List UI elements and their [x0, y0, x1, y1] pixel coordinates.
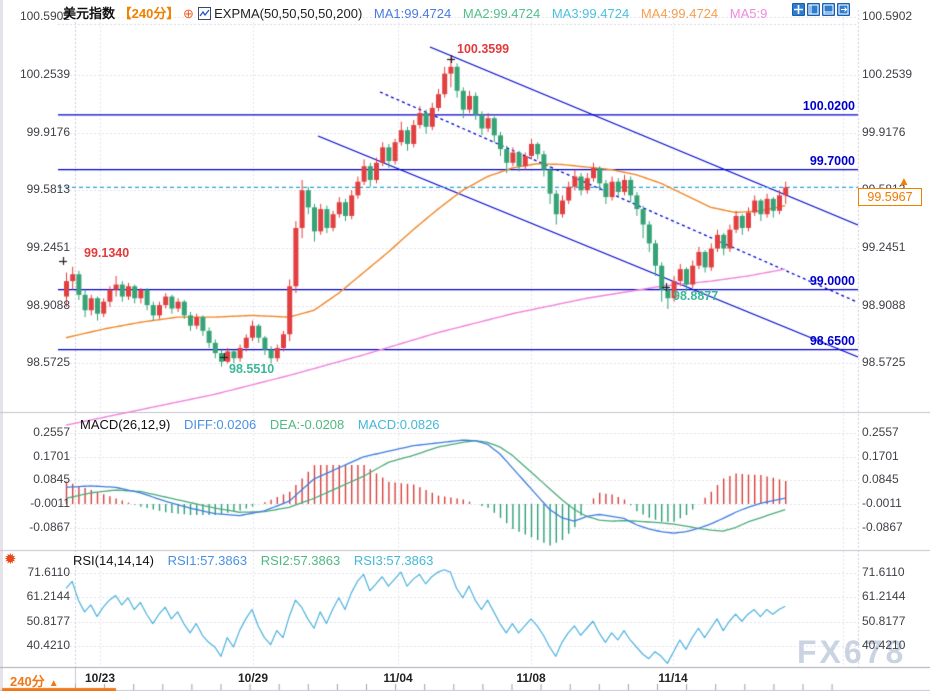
y-axis-tick-label-right: 50.8177: [862, 614, 906, 628]
swing-point-label: 98.5510: [229, 362, 275, 376]
y-axis-tick-label-right: 61.2144: [862, 589, 906, 603]
y-axis-tick-label-left: 71.6110: [27, 565, 71, 579]
macd-diff-value: DIFF:0.0206: [183, 417, 257, 432]
ma2-value: MA2:99.4724: [462, 6, 541, 21]
y-axis-tick-label-left: 0.1701: [33, 449, 70, 463]
ma3-value: MA3:99.4724: [551, 6, 630, 21]
y-axis-tick-label-right: 100.5902: [862, 9, 913, 23]
y-axis-tick-label-left: 99.9176: [26, 125, 70, 139]
pan-right-icon[interactable]: [837, 3, 850, 16]
crosshair-icon[interactable]: [792, 3, 805, 16]
current-price-tag: 99.5967: [858, 188, 922, 206]
swing-point-label: 98.8877: [673, 289, 719, 303]
y-axis-tick-label-left: -0.0011: [30, 496, 70, 510]
x-axis-date-label: 11/08: [516, 671, 546, 685]
macd-header: MACD(26,12,9) DIFF:0.0206 DEA:-0.0208 MA…: [80, 417, 440, 432]
price-level-label: 98.6500: [809, 333, 855, 348]
time-scale-icon[interactable]: [822, 3, 835, 16]
symbol-name: 美元指数: [63, 6, 116, 21]
macd-value: MACD:0.0826: [357, 417, 440, 432]
y-axis-tick-label-right: 99.2451: [862, 240, 906, 254]
y-axis-tick-label-left: 98.5725: [26, 355, 70, 369]
ma1-value: MA1:99.4724: [373, 6, 452, 21]
chart-toolbar: [792, 3, 850, 16]
rsi2-value: RSI2:57.3863: [260, 553, 341, 568]
main-header: 美元指数 【240分】 ⊕ EXPMA(50,50,50,50,200) MA1…: [63, 3, 767, 23]
ma4-value: MA4:99.4724: [640, 6, 719, 21]
sun-indicator-icon[interactable]: ✹: [4, 551, 17, 568]
y-axis-tick-label-right: 0.0845: [862, 472, 899, 486]
rsi3-value: RSI3:57.3863: [353, 553, 434, 568]
x-axis-date-label: 10/23: [84, 671, 116, 685]
timeframe-up-arrow-icon: ▲: [48, 678, 59, 689]
y-axis-tick-label-left: 100.5902: [19, 9, 70, 23]
price-up-arrow-icon: ▲: [898, 174, 910, 188]
price-level-label: 99.7000: [809, 153, 855, 168]
ma5-value: MA5:9: [729, 6, 768, 21]
y-axis-tick-label-left: 50.8177: [26, 614, 70, 628]
timeframe-bottom-label: 240分: [10, 674, 45, 689]
y-axis-tick-label-right: -0.0011: [862, 496, 902, 510]
price-level-label: 100.0200: [802, 98, 855, 113]
y-axis-tick-label-left: 0.2557: [33, 425, 70, 439]
rsi-params-label[interactable]: RSI(14,14,14): [73, 553, 154, 568]
x-axis-date-label: 11/04: [383, 671, 413, 685]
swing-point-label: 100.3599: [457, 42, 510, 56]
timeframe-label[interactable]: 【240分】: [118, 6, 180, 21]
mini-chart-icon: [197, 7, 215, 23]
link-icon[interactable]: ⊕: [182, 6, 194, 21]
macd-dea-value: DEA:-0.0208: [269, 417, 345, 432]
indicator-label[interactable]: EXPMA(50,50,50,50,200): [214, 6, 363, 21]
timeframe-selector[interactable]: 240分 ▲: [10, 671, 59, 690]
price-level-label: 99.0000: [809, 273, 855, 288]
y-axis-tick-label-right: 99.9176: [862, 125, 906, 139]
rsi-header: RSI(14,14,14) RSI1:57.3863 RSI2:57.3863 …: [73, 553, 433, 568]
y-axis-tick-label-right: 40.4210: [862, 638, 906, 652]
swing-point-label: 99.1340: [84, 246, 130, 260]
y-axis-tick-label-left: -0.0867: [29, 520, 70, 534]
y-axis-tick-label-right: 98.9088: [862, 298, 906, 312]
y-axis-tick-label-left: 61.2144: [26, 589, 70, 603]
y-axis-tick-label-right: 71.6110: [862, 565, 905, 579]
y-axis-tick-label-left: 99.5813: [26, 182, 70, 196]
y-axis-tick-label-left: 0.0845: [33, 472, 70, 486]
y-axis-tick-label-left: 98.9088: [26, 298, 70, 312]
y-axis-tick-label-right: 100.2539: [862, 67, 913, 81]
price-scale-icon[interactable]: [807, 3, 820, 16]
macd-params-label[interactable]: MACD(26,12,9): [80, 417, 171, 432]
x-axis-date-label: 11/14: [658, 671, 688, 685]
y-axis-tick-label-right: 0.1701: [862, 449, 899, 463]
y-axis-tick-label-left: 40.4210: [26, 638, 70, 652]
y-axis-tick-label-right: 98.5725: [862, 355, 906, 369]
y-axis-tick-label-left: 99.2451: [26, 240, 70, 254]
rsi1-value: RSI1:57.3863: [167, 553, 248, 568]
y-axis-tick-label-right: 0.2557: [862, 425, 899, 439]
y-axis-tick-label-left: 100.2539: [19, 67, 70, 81]
x-axis-date-label: 10/29: [237, 671, 269, 685]
y-axis-tick-label-right: -0.0867: [862, 520, 903, 534]
